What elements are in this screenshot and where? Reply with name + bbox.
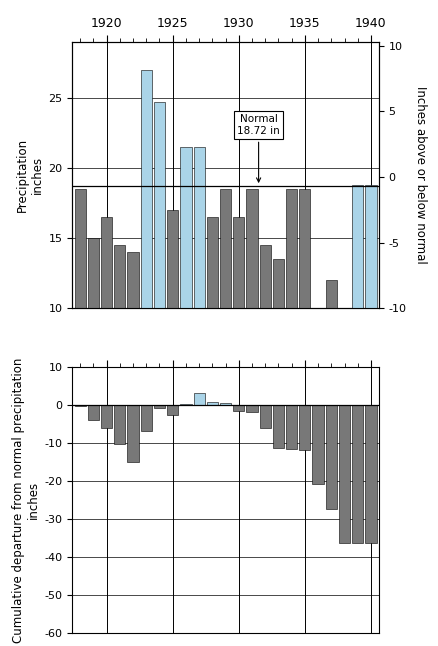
Bar [339,311,350,448]
Bar [74,405,86,406]
Bar [220,189,231,448]
Bar [247,405,258,412]
Bar [167,405,178,415]
Bar [207,402,218,405]
Y-axis label: Inches above or below normal: Inches above or below normal [413,87,427,264]
Bar [299,189,311,448]
Bar [88,238,99,448]
Bar [247,189,258,448]
Bar [207,217,218,448]
Bar [233,405,244,411]
Y-axis label: Precipitation
inches: Precipitation inches [16,138,44,212]
Bar [326,405,337,510]
Bar [273,405,284,448]
Bar [154,405,165,408]
Bar [365,405,377,543]
Bar [180,404,191,405]
Bar [141,70,152,448]
Bar [127,252,139,448]
Bar [326,280,337,448]
Bar [101,405,112,428]
Bar [127,405,139,463]
Bar [286,405,297,449]
Bar [273,259,284,448]
Bar [101,217,112,448]
Bar [114,405,125,444]
Y-axis label: Cumulative departure from normal precipitation
inches: Cumulative departure from normal precipi… [12,357,40,643]
Bar [167,210,178,448]
Bar [286,189,297,448]
Bar [260,405,271,428]
Bar [88,405,99,420]
Bar [74,189,86,448]
Bar [339,405,350,543]
Bar [312,405,324,484]
Bar [365,185,377,448]
Bar [141,405,152,431]
Bar [312,313,324,448]
Bar [220,402,231,405]
Bar [194,147,205,448]
Bar [299,405,311,450]
Bar [352,185,364,448]
Bar [260,245,271,448]
Bar [114,245,125,448]
Text: Normal
18.72 in: Normal 18.72 in [237,114,280,182]
Bar [233,217,244,448]
Bar [194,393,205,405]
Bar [154,102,165,448]
Bar [352,405,364,543]
Bar [180,147,191,448]
